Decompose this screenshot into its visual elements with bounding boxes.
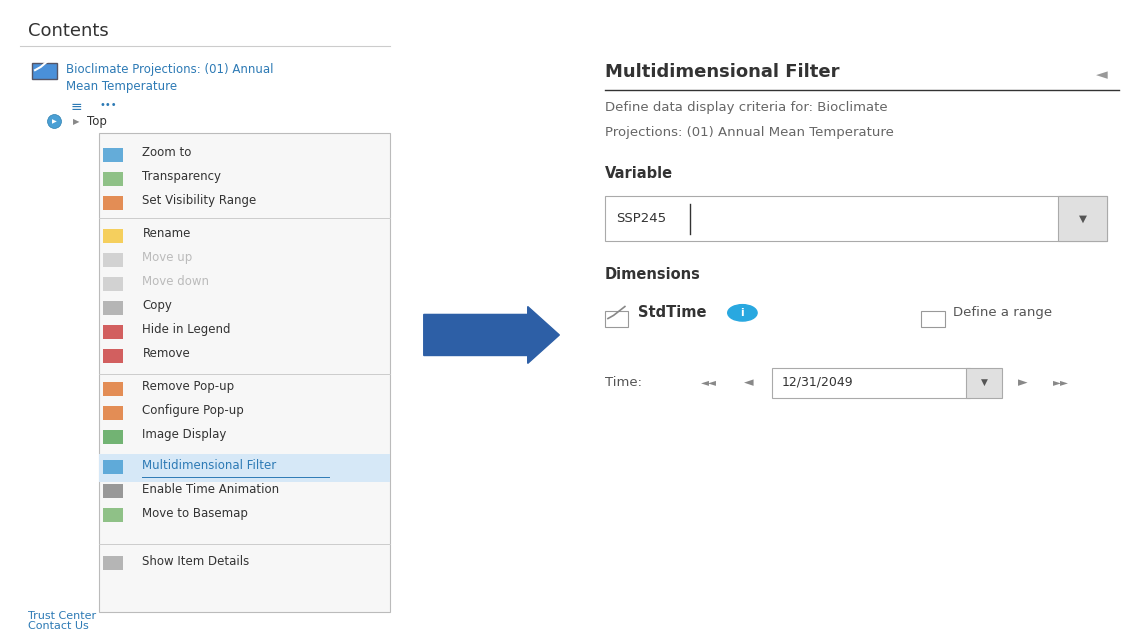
Text: Enable Time Animation: Enable Time Animation: [142, 483, 279, 495]
FancyBboxPatch shape: [103, 229, 123, 243]
Circle shape: [728, 305, 757, 321]
FancyBboxPatch shape: [103, 172, 123, 186]
Text: 12/31/2049: 12/31/2049: [782, 376, 853, 389]
Text: Dimensions: Dimensions: [605, 267, 701, 282]
FancyBboxPatch shape: [103, 430, 123, 444]
FancyBboxPatch shape: [103, 406, 123, 420]
Text: Set Visibility Range: Set Visibility Range: [142, 195, 257, 207]
Text: Show Item Details: Show Item Details: [142, 555, 250, 568]
FancyBboxPatch shape: [103, 460, 123, 474]
FancyBboxPatch shape: [921, 311, 945, 327]
Text: Move up: Move up: [142, 252, 192, 264]
Text: Image Display: Image Display: [142, 428, 227, 441]
Text: Hide in Legend: Hide in Legend: [142, 324, 231, 336]
FancyBboxPatch shape: [772, 368, 970, 398]
Text: Trust Center: Trust Center: [28, 611, 96, 621]
Text: Multidimensional Filter: Multidimensional Filter: [605, 63, 840, 81]
Text: ◄: ◄: [1096, 68, 1107, 83]
Text: ▶: ▶: [52, 119, 56, 124]
Text: ▶: ▶: [73, 117, 80, 126]
Text: Transparency: Transparency: [142, 171, 221, 183]
Text: Define a range: Define a range: [953, 307, 1052, 319]
Text: Multidimensional Filter: Multidimensional Filter: [142, 459, 277, 471]
Text: ◄: ◄: [745, 376, 754, 389]
Text: ►►: ►►: [1053, 377, 1069, 387]
Text: Bioclimate Projections: (01) Annual
Mean Temperature: Bioclimate Projections: (01) Annual Mean…: [66, 63, 273, 93]
Text: Top: Top: [87, 115, 107, 128]
Text: Projections: (01) Annual Mean Temperature: Projections: (01) Annual Mean Temperatur…: [605, 126, 894, 140]
Text: Move to Basemap: Move to Basemap: [142, 507, 249, 520]
Text: StdTime: StdTime: [638, 305, 707, 320]
FancyBboxPatch shape: [605, 196, 1107, 241]
FancyBboxPatch shape: [103, 382, 123, 396]
Text: Copy: Copy: [142, 300, 172, 312]
Text: Time:: Time:: [605, 376, 642, 389]
Text: Variable: Variable: [605, 166, 672, 181]
FancyBboxPatch shape: [103, 253, 123, 267]
Text: SSP245: SSP245: [616, 212, 666, 224]
FancyBboxPatch shape: [103, 301, 123, 315]
Text: i: i: [740, 308, 745, 318]
Text: Remove Pop-up: Remove Pop-up: [142, 380, 235, 393]
FancyBboxPatch shape: [103, 556, 123, 570]
Text: Zoom to: Zoom to: [142, 147, 192, 159]
FancyBboxPatch shape: [966, 368, 1002, 398]
Text: Remove: Remove: [142, 348, 190, 360]
Text: ▼: ▼: [1078, 214, 1087, 224]
Text: ◄◄: ◄◄: [701, 377, 716, 387]
Text: Configure Pop-up: Configure Pop-up: [142, 404, 244, 417]
FancyBboxPatch shape: [605, 311, 628, 327]
Text: ►: ►: [1018, 376, 1027, 389]
Text: ▼: ▼: [981, 378, 988, 387]
FancyBboxPatch shape: [103, 196, 123, 210]
FancyBboxPatch shape: [99, 133, 390, 612]
Text: •••: •••: [99, 100, 118, 110]
FancyBboxPatch shape: [103, 484, 123, 498]
Text: Rename: Rename: [142, 228, 191, 240]
FancyBboxPatch shape: [103, 148, 123, 162]
FancyBboxPatch shape: [103, 277, 123, 291]
Text: Contents: Contents: [28, 22, 108, 40]
Text: Move down: Move down: [142, 276, 209, 288]
FancyArrow shape: [424, 307, 559, 363]
Text: Contact Us: Contact Us: [28, 621, 89, 631]
FancyBboxPatch shape: [103, 325, 123, 339]
Text: ≡: ≡: [70, 100, 81, 114]
FancyBboxPatch shape: [32, 63, 56, 79]
FancyBboxPatch shape: [99, 454, 390, 482]
FancyBboxPatch shape: [103, 349, 123, 363]
FancyBboxPatch shape: [1058, 196, 1107, 241]
FancyBboxPatch shape: [103, 508, 123, 522]
Text: Define data display criteria for: Bioclimate: Define data display criteria for: Biocli…: [605, 101, 887, 114]
